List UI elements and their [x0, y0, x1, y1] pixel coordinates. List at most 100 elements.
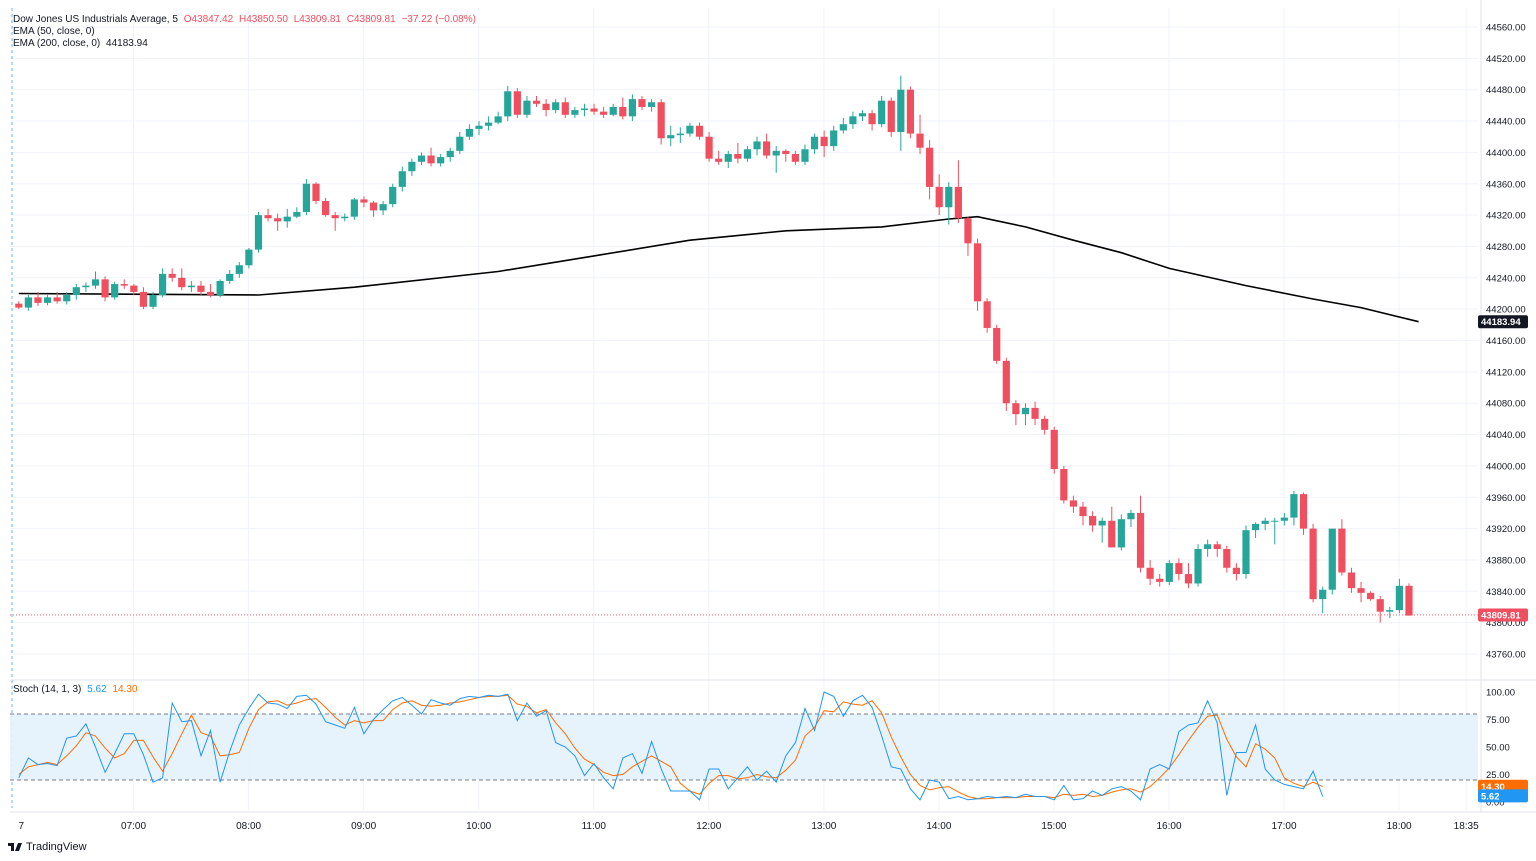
candle-body — [504, 91, 512, 117]
legend-stoch: Stoch (14, 1, 3) 5.62 14.30 — [13, 684, 140, 696]
ema200-line — [18, 215, 1419, 323]
candle-body — [945, 186, 953, 208]
stoch-k-tag: 5.62 — [1481, 791, 1500, 802]
candle-body — [561, 102, 569, 115]
price-tick-label: 44320.00 — [1486, 211, 1526, 222]
candle-body — [782, 150, 790, 154]
candle-body — [1031, 407, 1039, 419]
candle-body — [705, 136, 713, 159]
time-tick-label: 07:00 — [121, 821, 146, 832]
candle-body — [590, 108, 598, 112]
stoch-tick-label: 50.00 — [1486, 743, 1510, 754]
candle-body — [206, 291, 215, 296]
price-tick-label: 44000.00 — [1486, 461, 1526, 472]
price-tick-label: 44440.00 — [1486, 117, 1526, 128]
candle-body — [897, 89, 905, 133]
candle-body — [264, 215, 272, 219]
candle-body — [283, 216, 291, 222]
candle-body — [628, 99, 636, 117]
candle-body — [1405, 585, 1413, 616]
candle-body — [619, 106, 627, 117]
candle-body — [1223, 548, 1231, 568]
candle-body — [858, 113, 867, 117]
candle-body — [1290, 494, 1298, 518]
candle-body — [1386, 610, 1394, 612]
candle-body — [1108, 520, 1116, 548]
candle-body — [1309, 528, 1317, 600]
stoch-k-tag-bg — [1478, 789, 1528, 803]
time-tick-label: 7 — [19, 821, 25, 832]
legend-close: C43809.81 — [346, 14, 396, 25]
candle-body — [389, 186, 397, 205]
candle-body — [101, 279, 109, 298]
candle-body — [657, 102, 665, 139]
candle-body — [772, 150, 780, 156]
legend-ema200-value: 44183.94 — [106, 38, 148, 49]
candle-body — [139, 291, 148, 307]
price-tick-label: 43880.00 — [1486, 555, 1526, 566]
legend-change: −37.22 (−0.08%) — [401, 14, 476, 25]
candle-body — [993, 327, 1001, 361]
candle-body — [245, 249, 253, 266]
candle-body — [159, 273, 167, 296]
candle-body — [408, 161, 416, 172]
price-tick-label: 44400.00 — [1486, 148, 1526, 159]
candles — [15, 75, 1413, 623]
candle-body — [360, 199, 368, 203]
candle-body — [1319, 589, 1327, 600]
candle-body — [763, 141, 771, 156]
candle-body — [1232, 567, 1240, 575]
price-tick-label: 43920.00 — [1486, 524, 1526, 535]
candle-body — [1328, 528, 1336, 590]
price-tick-label: 44200.00 — [1486, 305, 1526, 316]
legend-ema200: EMA (200, close, 0) 44183.94 — [13, 38, 151, 50]
candle-body — [15, 303, 23, 308]
candle-body — [53, 297, 61, 302]
time-tick-label: 15:00 — [1041, 821, 1066, 832]
candle-body — [24, 297, 32, 308]
candle-body — [1156, 578, 1164, 582]
legend-high: H43850.50 — [238, 14, 288, 25]
time-tick-label: 17:00 — [1272, 821, 1297, 832]
stoch-tick-label: 25.00 — [1486, 770, 1510, 781]
candle-body — [801, 149, 809, 162]
price-tick-label: 44080.00 — [1486, 399, 1526, 410]
candle-body — [417, 155, 426, 162]
candle-body — [120, 284, 128, 286]
candle-body — [130, 285, 138, 292]
tradingview-logo[interactable]: TradingView — [8, 841, 87, 853]
candle-body — [1376, 599, 1384, 612]
candle-body — [868, 113, 876, 125]
candle-body — [983, 301, 991, 328]
candle-body — [686, 125, 694, 134]
candle-body — [935, 186, 943, 208]
candle-body — [1050, 429, 1058, 470]
price-tick-label: 44120.00 — [1486, 367, 1526, 378]
candle-body — [1079, 506, 1087, 517]
candle-body — [1098, 520, 1106, 526]
candle-body — [1280, 517, 1288, 521]
candle-body — [456, 136, 464, 151]
candle-body — [293, 211, 301, 217]
candle-body — [839, 124, 847, 131]
grid-lines — [10, 8, 1478, 810]
candle-body — [724, 153, 732, 162]
candle-body — [494, 116, 502, 123]
candle-body — [830, 130, 838, 147]
price-tick-label: 44240.00 — [1486, 273, 1526, 284]
candle-body — [111, 284, 119, 298]
ema200-price-tag-bg — [1478, 315, 1528, 329]
ema200-polyline — [18, 215, 1419, 323]
candle-body — [1002, 360, 1010, 404]
candle-body — [542, 103, 550, 111]
candle-body — [1194, 548, 1202, 584]
time-tick-label: 11:00 — [582, 821, 607, 832]
candle-body — [1175, 563, 1183, 575]
candle-body — [43, 297, 52, 303]
price-tick-label: 44560.00 — [1486, 23, 1526, 34]
candle-body — [513, 91, 521, 115]
candle-body — [1271, 520, 1279, 522]
candle-body — [379, 204, 387, 211]
candle-body — [609, 106, 617, 115]
